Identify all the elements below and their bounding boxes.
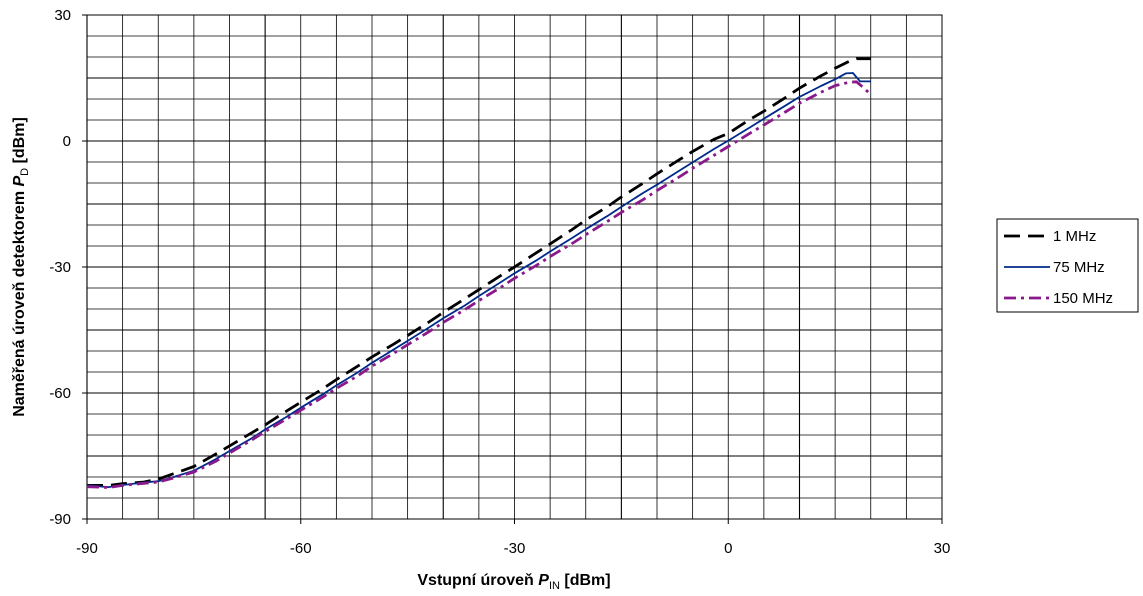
x-axis-title-var: P xyxy=(538,572,549,589)
x-axis-title-pre: Vstupní úroveň xyxy=(417,572,538,589)
legend: 1 MHz 75 MHz 150 MHz xyxy=(997,219,1138,312)
x-axis-ticks: -90 -60 -30 0 30 xyxy=(76,519,950,557)
y-tick-label: 30 xyxy=(54,7,71,24)
y-axis-title-var: P xyxy=(11,175,28,186)
x-tick-label: -90 xyxy=(76,540,98,557)
x-tick-label: 30 xyxy=(934,540,951,557)
x-axis-title-sub: IN xyxy=(549,580,560,592)
x-tick-label: -30 xyxy=(504,540,526,557)
y-tick-label: 0 xyxy=(63,133,71,150)
y-axis-ticks: 30 0 -30 -60 -90 xyxy=(49,7,87,528)
x-axis-title: Vstupní úroveň PIN [dBm] xyxy=(417,572,610,592)
y-axis-title-sub: D xyxy=(19,168,31,176)
y-tick-label: -60 xyxy=(49,385,71,402)
legend-label-3: 150 MHz xyxy=(1053,290,1113,307)
y-tick-label: -90 xyxy=(49,511,71,528)
y-tick-label: -30 xyxy=(49,259,71,276)
x-tick-label: 0 xyxy=(724,540,732,557)
legend-label-1: 1 MHz xyxy=(1053,228,1096,245)
y-axis-title: Naměřená úroveň detektorem PD [dBm] xyxy=(11,117,31,417)
x-axis-title-post: [dBm] xyxy=(560,572,611,589)
y-axis-title-post: [dBm] xyxy=(11,117,28,168)
x-tick-label: -60 xyxy=(290,540,312,557)
y-axis-title-pre: Naměřená úroveň detektorem xyxy=(11,186,28,416)
legend-label-2: 75 MHz xyxy=(1053,259,1105,276)
